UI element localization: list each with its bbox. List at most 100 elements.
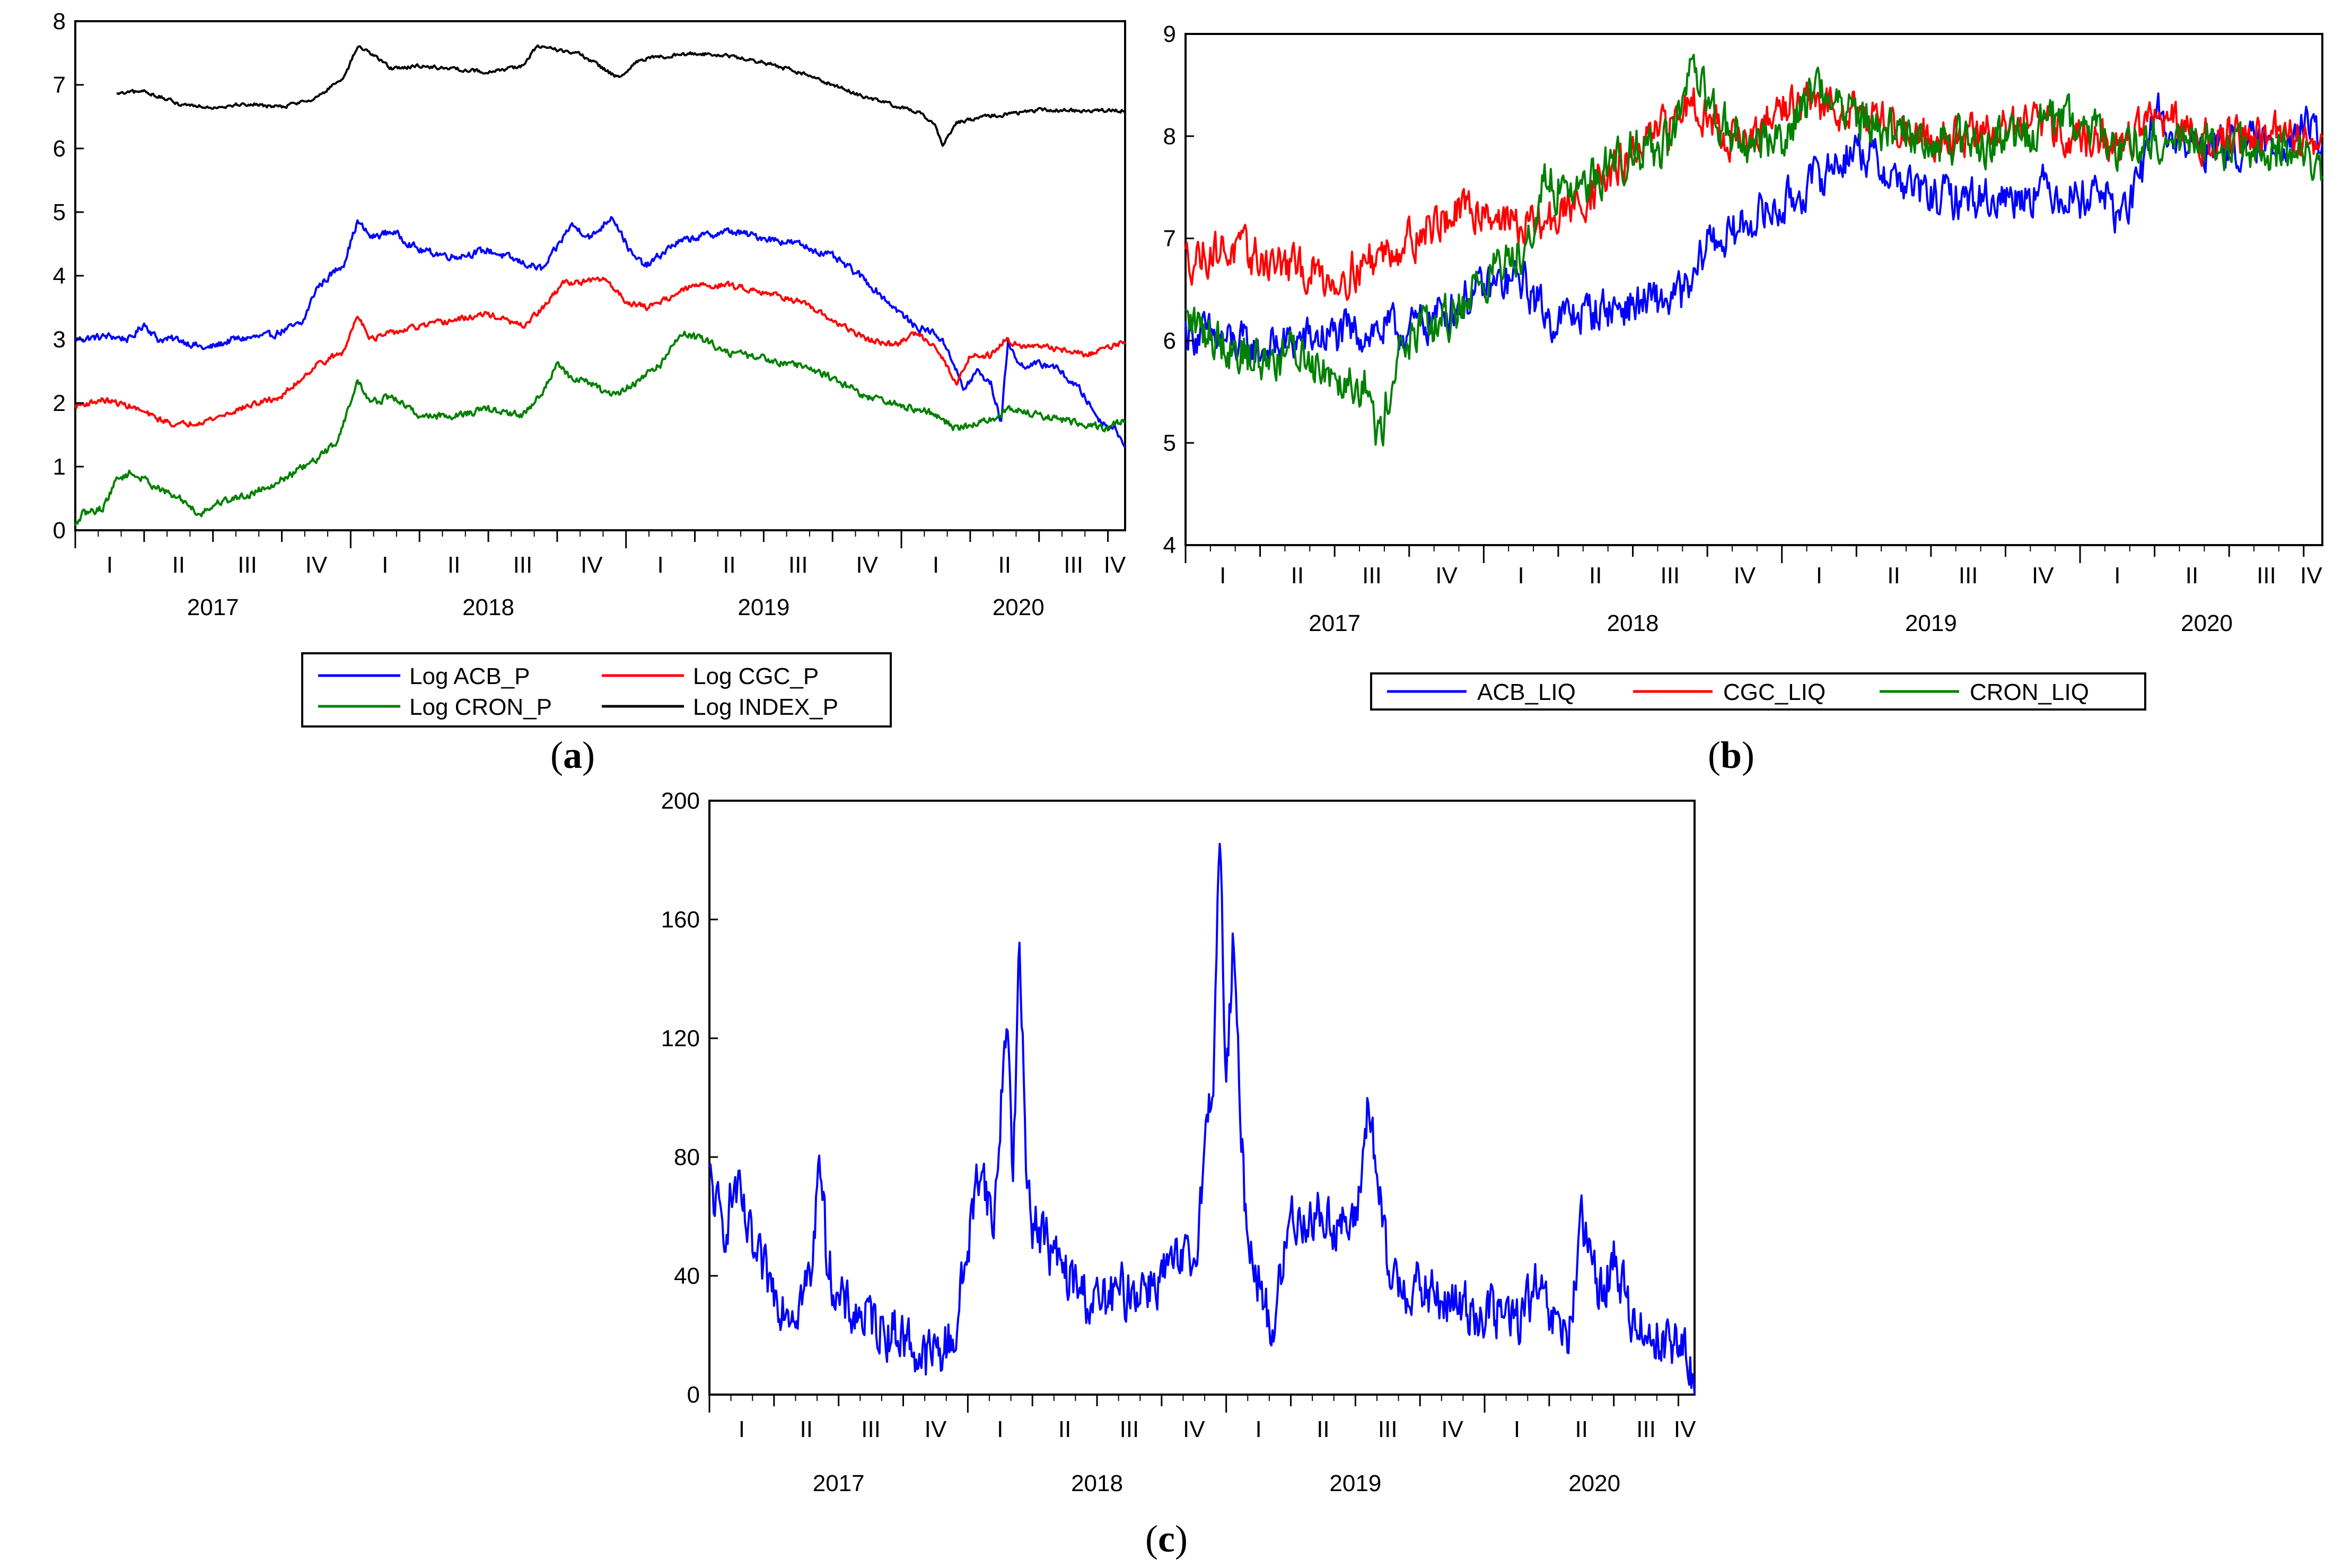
chart-b-quarter-label-7: IV (1734, 563, 1756, 589)
chart-c-quarter-label-13: II (1575, 1416, 1588, 1442)
chart-b-year-label-1: 2018 (1607, 610, 1659, 636)
chart-c-quarter-label-1: II (800, 1416, 813, 1442)
chart-c-year-label-1: 2018 (1071, 1470, 1123, 1496)
chart-c-ytick-label-0: 0 (687, 1382, 700, 1408)
chart-b-quarter-label-1: II (1291, 563, 1304, 589)
chart-a-ytick-label-0: 0 (53, 518, 66, 544)
chart-b-series-cgc-liq (1184, 81, 2323, 301)
chart-b-legend: ACB_LIQ CGC_LIQ CRON_LIQ (1370, 672, 2146, 711)
chart-a-quarter-label-7: IV (581, 552, 603, 578)
chart-b-ytick-label-4: 8 (1163, 124, 1176, 150)
chart-a-quarter-label-15: IV (1104, 552, 1126, 578)
caption-c-letter: c (1158, 1518, 1175, 1560)
chart-c-quarter-label-3: IV (925, 1416, 947, 1442)
chart-a-year-label-3: 2020 (993, 594, 1045, 620)
caption-c: (c) (1145, 1518, 1188, 1560)
chart-c-series-volatility (708, 843, 1696, 1395)
chart-b-quarter-label-4: I (1518, 563, 1524, 589)
chart-a-quarter-label-2: III (238, 552, 257, 578)
chart-a-year-label-1: 2018 (462, 594, 514, 620)
chart-a-ytick-label-2: 2 (53, 390, 66, 416)
chart-b-legend-label-cgc: CGC_LIQ (1723, 679, 1826, 705)
chart-c-quarter-label-12: I (1514, 1416, 1520, 1442)
chart-b-quarter-label-9: II (1887, 563, 1900, 589)
chart-a-series-log-acb-p (74, 216, 1126, 449)
chart-b-legend-box (1370, 672, 2146, 711)
chart-a-quarter-label-5: II (447, 552, 460, 578)
chart-b-ytick-label-2: 6 (1163, 328, 1176, 354)
chart-a-frame (74, 20, 1126, 531)
chart-c-year-label-2: 2019 (1329, 1470, 1381, 1496)
chart-c-quarter-label-5: II (1058, 1416, 1071, 1442)
chart-a-year-label-0: 2017 (187, 594, 239, 620)
chart-b-series-cron-liq (1184, 54, 2323, 446)
chart-b-ytick-label-1: 5 (1163, 430, 1176, 456)
chart-a-quarter-label-11: IV (856, 552, 878, 578)
chart-b-quarter-label-5: II (1589, 563, 1602, 589)
chart-c-ytick-label-5: 200 (661, 788, 700, 814)
chart-c-quarter-label-9: II (1317, 1416, 1329, 1442)
chart-b-quarter-label-0: I (1219, 563, 1226, 589)
chart-b-year-label-2: 2019 (1905, 610, 1957, 636)
chart-a-legend-label-acb: Log ACB_P (409, 663, 530, 689)
caption-a: (a) (550, 734, 595, 776)
chart-a-ytick-label-6: 6 (53, 136, 66, 162)
chart-b-ytick-label-3: 7 (1163, 226, 1176, 252)
caption-b: (b) (1708, 734, 1754, 776)
chart-c-quarter-label-4: I (997, 1416, 1003, 1442)
chart-b-quarter-label-6: III (1660, 563, 1680, 589)
chart-b-frame (1184, 33, 2323, 546)
chart-a-ytick-label-8: 8 (53, 8, 66, 34)
chart-b-quarter-label-11: IV (2032, 563, 2054, 589)
chart-a-quarter-label-4: I (382, 552, 388, 578)
chart-b-quarter-label-13: II (2186, 563, 2198, 589)
chart-c-ytick-label-3: 120 (661, 1026, 700, 1052)
chart-b-quarter-label-15: IV (2300, 563, 2322, 589)
chart-c-ytick-label-4: 160 (661, 907, 700, 933)
chart-a-ytick-label-3: 3 (53, 327, 66, 353)
chart-b-ytick-label-5: 9 (1163, 21, 1176, 47)
chart-c-quarter-label-10: III (1378, 1416, 1398, 1442)
chart-c-quarter-label-15: IV (1674, 1416, 1696, 1442)
chart-c-quarter-label-11: IV (1441, 1416, 1463, 1442)
chart-a-legend: Log ACB_P Log CGC_P Log CRON_P Log INDEX… (301, 652, 892, 728)
chart-a-quarter-label-8: I (657, 552, 663, 578)
chart-b-quarter-label-8: I (1816, 563, 1822, 589)
chart-a-series-log-cron-p (74, 330, 1126, 526)
chart-a-legend-box (301, 652, 892, 728)
chart-a-quarter-label-6: III (513, 552, 533, 578)
chart-c-quarter-label-6: III (1120, 1416, 1139, 1442)
chart-a-quarter-label-9: II (723, 552, 735, 578)
chart-b-legend-label-cron: CRON_LIQ (1970, 679, 2089, 705)
chart-a-legend-label-cgc: Log CGC_P (693, 663, 819, 689)
chart-b-quarter-label-2: III (1362, 563, 1382, 589)
chart-c-quarter-label-7: IV (1183, 1416, 1205, 1442)
chart-c-year-label-0: 2017 (813, 1470, 865, 1496)
chart-a-ytick-label-5: 5 (53, 199, 66, 225)
chart-a-quarter-label-3: IV (305, 552, 328, 578)
chart-c-quarter-label-14: III (1636, 1416, 1656, 1442)
chart-a-ytick-label-4: 4 (53, 263, 66, 289)
chart-b-series-acb-liq (1184, 92, 2323, 368)
chart-c-year-label-3: 2020 (1568, 1470, 1620, 1496)
chart-b-quarter-label-10: III (1959, 563, 1978, 589)
chart-b-quarter-label-3: IV (1435, 563, 1458, 589)
chart-a-legend-label-cron: Log CRON_P (409, 694, 552, 720)
chart-c-quarter-label-8: I (1255, 1416, 1261, 1442)
chart-b-quarter-label-14: III (2257, 563, 2276, 589)
chart-a-series-log-index-p (116, 44, 1126, 147)
chart-b-ytick-label-0: 4 (1163, 532, 1176, 558)
chart-b-year-label-3: 2020 (2181, 610, 2233, 636)
caption-a-letter: a (563, 734, 582, 776)
chart-c-quarter-label-2: III (861, 1416, 881, 1442)
chart-a-quarter-label-10: III (788, 552, 808, 578)
chart-a-quarter-label-14: III (1064, 552, 1083, 578)
chart-c-ytick-label-1: 40 (674, 1263, 700, 1289)
chart-b-year-label-0: 2017 (1309, 610, 1361, 636)
chart-b-legend-label-acb: ACB_LIQ (1477, 679, 1576, 705)
chart-a-ytick-label-1: 1 (53, 454, 66, 480)
chart-a-legend-label-index: Log INDEX_P (693, 694, 838, 720)
chart-c-frame (708, 800, 1696, 1396)
